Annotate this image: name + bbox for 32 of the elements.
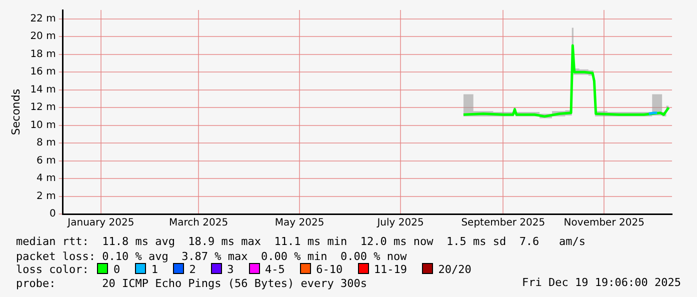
x-tick-label: May 2025 bbox=[274, 218, 324, 229]
y-axis-title: Seconds bbox=[9, 88, 22, 136]
legend-title: loss color: bbox=[16, 263, 89, 276]
x-tick-label: January 2025 bbox=[66, 218, 134, 229]
y-tick-label: 6 m bbox=[36, 155, 56, 166]
y-tick-label: 10 m bbox=[30, 120, 56, 131]
x-tick-label: September 2025 bbox=[461, 218, 546, 229]
legend-label: 11-19 bbox=[374, 263, 407, 276]
text: Fri Dec 19 19:06:00 2025 bbox=[522, 276, 681, 289]
y-tick-label: 2 m bbox=[36, 190, 56, 202]
y-tick-label: 8 m bbox=[36, 138, 56, 149]
y-tick-label: 20 m bbox=[30, 31, 56, 42]
legend-label: 20/20 bbox=[438, 263, 472, 276]
legend-label: 2 bbox=[189, 263, 196, 276]
y-tick-label: 22 m bbox=[30, 13, 56, 24]
text: median rtt: 11.8 ms avg 18.9 ms max 11.1 ms min 12.0 ms now 1.5 ms sd 7.6 am/s bbox=[16, 234, 586, 249]
text: probe: 20 ICMP Echo Pings (56 Bytes) every 300s bbox=[16, 276, 367, 291]
y-tick-label: 0 bbox=[49, 208, 56, 220]
y-tick-label: 12 m bbox=[30, 102, 56, 114]
text: packet loss: 0.10 % avg 3.87 % max 0.00 % min 0.00 % now bbox=[16, 249, 407, 264]
x-tick-label: July 2025 bbox=[376, 218, 424, 229]
legend-label: 3 bbox=[227, 263, 234, 276]
y-tick-label: 14 m bbox=[30, 84, 56, 96]
legend-label: 1 bbox=[151, 263, 158, 276]
y-tick-label: 4 m bbox=[36, 173, 56, 184]
legend-label: 6-10 bbox=[316, 263, 343, 276]
y-tick-label: 16 m bbox=[30, 66, 56, 78]
y-tick-label: 18 m bbox=[30, 48, 56, 60]
x-tick-label: March 2025 bbox=[169, 218, 228, 229]
legend-label: 4-5 bbox=[264, 263, 285, 276]
legend-label: 0 bbox=[113, 263, 120, 276]
x-tick-label: November 2025 bbox=[564, 218, 644, 229]
